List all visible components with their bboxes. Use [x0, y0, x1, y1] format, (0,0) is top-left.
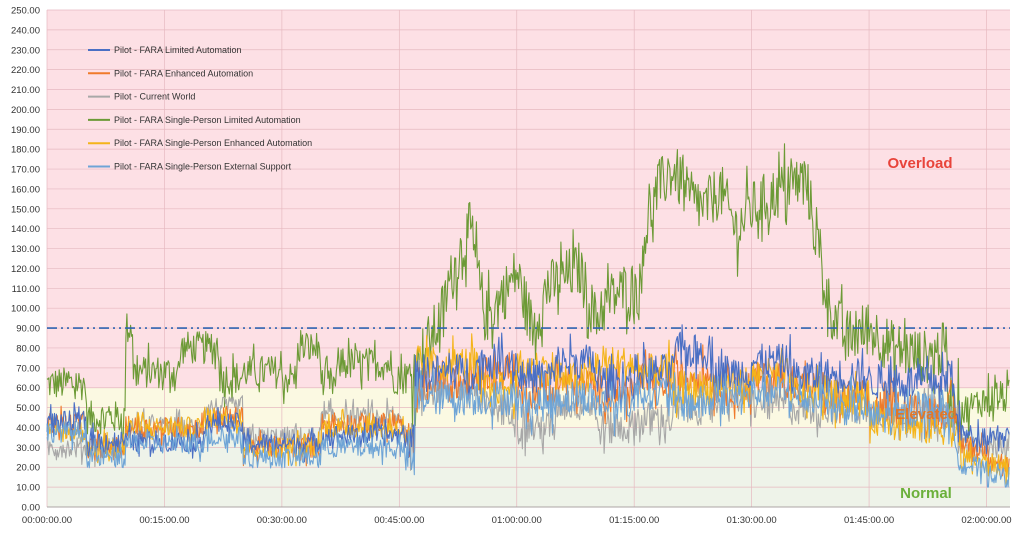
- y-tick-label: 240.00: [11, 25, 40, 36]
- y-tick-label: 160.00: [11, 184, 40, 195]
- y-tick-label: 220.00: [11, 65, 40, 76]
- y-tick-label: 80.00: [16, 343, 40, 354]
- y-tick-label: 210.00: [11, 85, 40, 96]
- legend-label-1: Pilot - FARA Enhanced Automation: [114, 68, 253, 78]
- x-tick-label: 01:45:00.00: [844, 515, 894, 526]
- x-tick-label: 01:15:00.00: [609, 515, 659, 526]
- zone-label-elevated: Elevated: [895, 406, 957, 423]
- zone-label-normal: Normal: [900, 485, 952, 502]
- y-tick-label: 70.00: [16, 363, 40, 374]
- x-tick-label: 01:30:00.00: [727, 515, 777, 526]
- x-tick-label: 00:00:00.00: [22, 515, 72, 526]
- legend-label-0: Pilot - FARA Limited Automation: [114, 45, 242, 55]
- y-tick-label: 190.00: [11, 125, 40, 136]
- y-tick-label: 250.00: [11, 6, 40, 17]
- x-tick-label: 00:15:00.00: [139, 515, 189, 526]
- y-tick-label: 170.00: [11, 165, 40, 176]
- y-tick-label: 40.00: [16, 423, 40, 434]
- y-tick-label: 10.00: [16, 483, 40, 494]
- y-tick-label: 140.00: [11, 224, 40, 235]
- x-tick-label: 01:00:00.00: [492, 515, 542, 526]
- zone-label-overload: Overload: [887, 155, 952, 172]
- y-tick-label: 50.00: [16, 403, 40, 414]
- y-tick-label: 180.00: [11, 145, 40, 156]
- y-tick-label: 150.00: [11, 204, 40, 215]
- x-tick-label: 02:00:00.00: [961, 515, 1011, 526]
- y-tick-label: 30.00: [16, 443, 40, 454]
- x-tick-label: 00:30:00.00: [257, 515, 307, 526]
- x-tick-label: 00:45:00.00: [374, 515, 424, 526]
- legend-label-5: Pilot - FARA Single-Person External Supp…: [114, 162, 292, 172]
- legend-label-3: Pilot - FARA Single-Person Limited Autom…: [114, 115, 301, 125]
- y-tick-label: 230.00: [11, 45, 40, 56]
- y-tick-label: 0.00: [22, 503, 41, 514]
- legend-label-4: Pilot - FARA Single-Person Enhanced Auto…: [114, 138, 312, 148]
- y-tick-label: 90.00: [16, 324, 40, 335]
- y-tick-label: 110.00: [12, 284, 40, 295]
- y-tick-label: 100.00: [11, 304, 40, 315]
- series-line-0: [46, 324, 1010, 463]
- y-tick-label: 20.00: [16, 463, 40, 474]
- y-tick-label: 200.00: [11, 105, 40, 116]
- series-line-5: [46, 360, 1010, 488]
- y-tick-label: 60.00: [16, 383, 40, 394]
- legend-label-2: Pilot - Current World: [114, 92, 195, 102]
- y-tick-label: 130.00: [11, 244, 40, 255]
- series-line-3: [46, 143, 1010, 443]
- y-tick-label: 120.00: [11, 264, 40, 275]
